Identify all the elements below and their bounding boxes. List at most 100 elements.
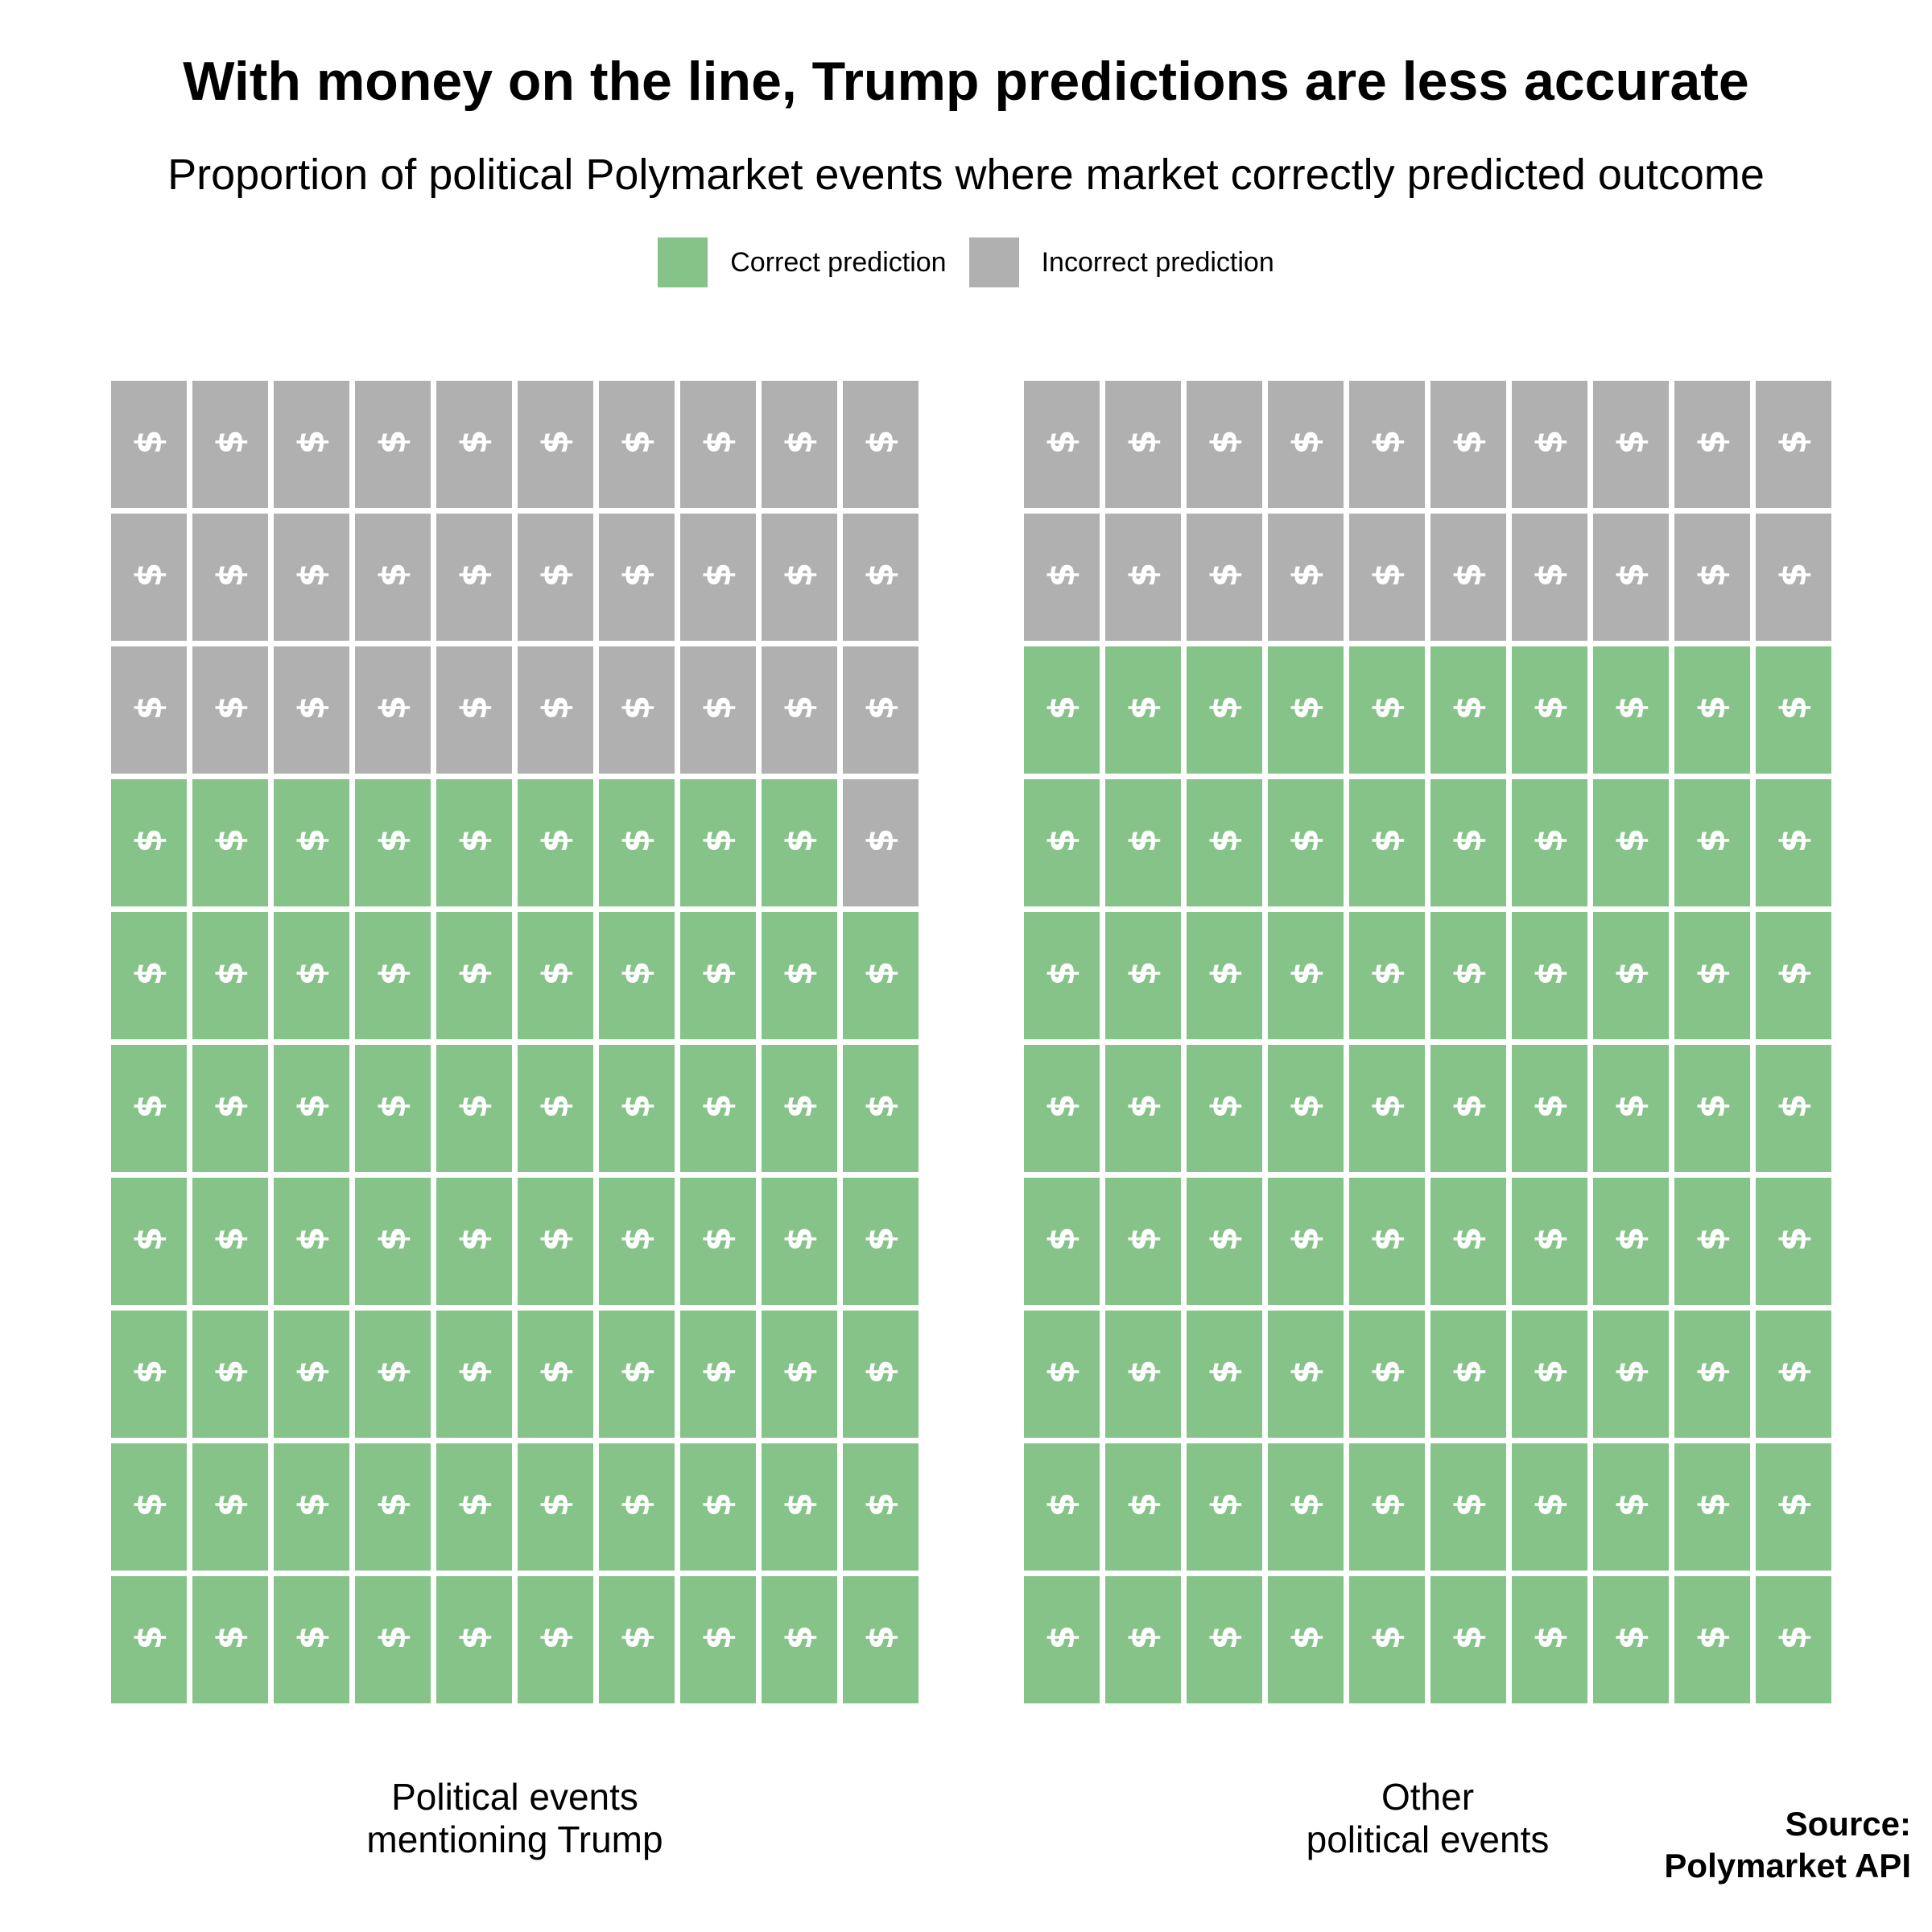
waffle-cell-incorrect bbox=[274, 646, 349, 774]
dollar-icon: $ bbox=[535, 1227, 576, 1252]
waffle-cell-correct bbox=[1512, 912, 1587, 1039]
waffle-cell-correct bbox=[1024, 1576, 1100, 1703]
waffle-cell-correct bbox=[1756, 1443, 1831, 1571]
source-note: Source: Polymarket API bbox=[1664, 1803, 1911, 1887]
waffle-cell-correct bbox=[192, 1311, 268, 1438]
waffle-cell-incorrect bbox=[274, 514, 349, 641]
dollar-icon: $ bbox=[1530, 1360, 1571, 1385]
waffle-cell-correct bbox=[355, 1311, 431, 1438]
waffle-cell-incorrect bbox=[1349, 514, 1425, 641]
legend: Correct prediction Incorrect prediction bbox=[0, 237, 1932, 287]
dollar-icon: $ bbox=[1367, 696, 1408, 720]
waffle-cell-correct bbox=[192, 912, 268, 1039]
waffle-cell-incorrect bbox=[1268, 381, 1344, 508]
waffle-cell-incorrect bbox=[1593, 514, 1669, 641]
waffle-cell-correct bbox=[518, 1045, 593, 1172]
waffle-panel-2: $ $ $ $ $ $ $ $ $ $ $ $ $ $ $ $ $ $ $ $ $ $ $ $ $ $ $ $ $ $ $ $ $ $ $ $ $ $ $ $… bbox=[1024, 381, 1831, 1860]
dollar-icon: $ bbox=[1692, 563, 1733, 588]
dollar-icon: $ bbox=[1367, 1625, 1408, 1650]
waffle-cell-correct bbox=[1024, 1311, 1100, 1438]
dollar-icon: $ bbox=[698, 1227, 739, 1252]
dollar-icon: $ bbox=[698, 563, 739, 588]
waffle-cell-correct bbox=[1268, 779, 1344, 906]
waffle-cell-correct bbox=[843, 1178, 919, 1305]
dollar-icon: $ bbox=[861, 563, 902, 588]
waffle-cell-incorrect bbox=[1593, 381, 1669, 508]
waffle-cell-correct bbox=[1024, 1045, 1100, 1172]
waffle-cell-incorrect bbox=[1024, 381, 1100, 508]
waffle-cell-correct bbox=[1674, 1311, 1750, 1438]
waffle-cell-incorrect bbox=[436, 381, 512, 508]
waffle-cell-incorrect bbox=[518, 381, 593, 508]
waffle-cell-correct bbox=[1512, 1311, 1587, 1438]
dollar-icon: $ bbox=[1448, 430, 1489, 455]
dollar-icon: $ bbox=[454, 828, 495, 853]
waffle-cell-incorrect bbox=[111, 381, 187, 508]
waffle-cell-correct bbox=[1756, 1311, 1831, 1438]
waffle-cell-correct bbox=[1349, 779, 1425, 906]
waffle-cell-correct bbox=[274, 1443, 349, 1571]
dollar-icon: $ bbox=[779, 1094, 820, 1119]
waffle-cell-correct bbox=[1674, 1443, 1750, 1571]
waffle-cell-incorrect bbox=[1430, 514, 1506, 641]
panel-label-line: political events bbox=[1307, 1818, 1550, 1860]
waffle-cell-incorrect bbox=[1187, 381, 1262, 508]
dollar-icon: $ bbox=[210, 563, 251, 588]
dollar-icon: $ bbox=[861, 430, 902, 455]
dollar-icon: $ bbox=[1530, 696, 1571, 720]
waffle-cell-correct bbox=[274, 912, 349, 1039]
dollar-icon: $ bbox=[1286, 1625, 1327, 1650]
dollar-icon: $ bbox=[861, 1360, 902, 1385]
dollar-icon: $ bbox=[1448, 1094, 1489, 1119]
dollar-icon: $ bbox=[1448, 1625, 1489, 1650]
waffle-cell-incorrect bbox=[1512, 514, 1587, 641]
dollar-icon: $ bbox=[1123, 696, 1164, 720]
waffle-cell-correct bbox=[518, 1178, 593, 1305]
waffle-cell-correct bbox=[355, 1045, 431, 1172]
dollar-icon: $ bbox=[1530, 430, 1571, 455]
waffle-cell-incorrect bbox=[111, 646, 187, 774]
dollar-icon: $ bbox=[617, 1094, 658, 1119]
waffle-cell-correct bbox=[355, 1178, 431, 1305]
dollar-icon: $ bbox=[1611, 696, 1652, 720]
dollar-icon: $ bbox=[1123, 1492, 1164, 1517]
waffle-cell-correct bbox=[111, 1311, 187, 1438]
waffle-cell-incorrect bbox=[680, 381, 756, 508]
dollar-icon: $ bbox=[1286, 430, 1327, 455]
waffle-cell-correct bbox=[1430, 1576, 1506, 1703]
dollar-icon: $ bbox=[1123, 961, 1164, 986]
dollar-icon: $ bbox=[1692, 430, 1733, 455]
waffle-cell-incorrect bbox=[1187, 514, 1262, 641]
waffle-cell-correct bbox=[1430, 912, 1506, 1039]
waffle-cell-incorrect bbox=[1756, 514, 1831, 641]
legend-item-incorrect: Incorrect prediction bbox=[968, 237, 1274, 287]
dollar-icon: $ bbox=[1773, 961, 1814, 986]
dollar-icon: $ bbox=[617, 696, 658, 720]
dollar-icon: $ bbox=[129, 563, 170, 588]
waffle-cell-correct bbox=[680, 1045, 756, 1172]
dollar-icon: $ bbox=[1367, 1227, 1408, 1252]
dollar-icon: $ bbox=[373, 1360, 414, 1385]
waffle-cell-correct bbox=[1349, 1576, 1425, 1703]
dollar-icon: $ bbox=[454, 1625, 495, 1650]
dollar-icon: $ bbox=[291, 1625, 332, 1650]
dollar-icon: $ bbox=[779, 1360, 820, 1385]
dollar-icon: $ bbox=[1692, 1094, 1733, 1119]
dollar-icon: $ bbox=[1367, 1492, 1408, 1517]
waffle-cell-correct bbox=[1105, 646, 1181, 774]
dollar-icon: $ bbox=[210, 430, 251, 455]
dollar-icon: $ bbox=[1448, 828, 1489, 853]
dollar-icon: $ bbox=[1692, 1227, 1733, 1252]
dollar-icon: $ bbox=[1611, 828, 1652, 853]
waffle-cell-correct bbox=[762, 912, 837, 1039]
dollar-icon: $ bbox=[1286, 1360, 1327, 1385]
panel-label-line: Other bbox=[1381, 1776, 1474, 1818]
waffle-cell-incorrect bbox=[762, 646, 837, 774]
waffle-cell-correct bbox=[192, 779, 268, 906]
waffle-cell-correct bbox=[436, 779, 512, 906]
waffle-cell-correct bbox=[1756, 779, 1831, 906]
dollar-icon: $ bbox=[291, 1492, 332, 1517]
waffle-cell-incorrect bbox=[1430, 381, 1506, 508]
dollar-icon: $ bbox=[1042, 1227, 1083, 1252]
